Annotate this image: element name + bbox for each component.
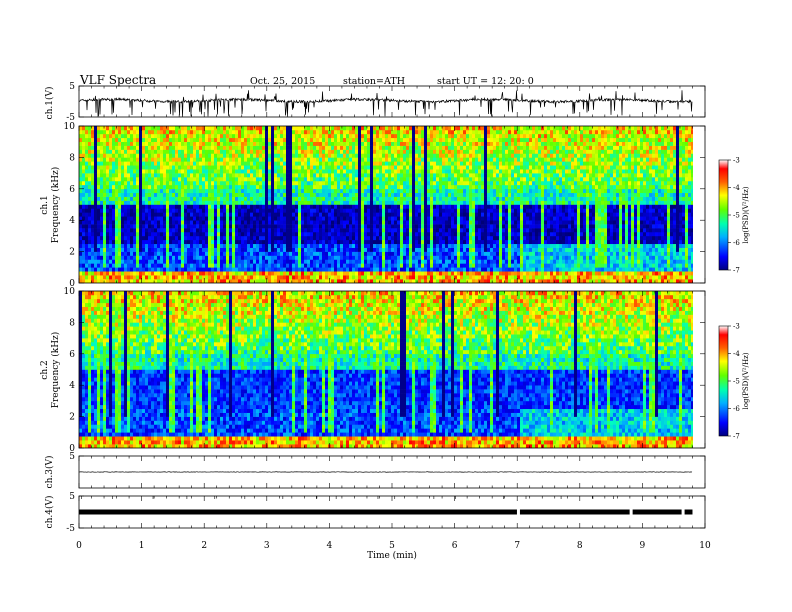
spec2-ylabel-channel: ch.2 xyxy=(40,360,50,379)
spec1-ytick: 4 xyxy=(69,216,75,226)
ch4-signal-segment xyxy=(684,509,693,515)
colorbar-ch1-label: log(PSD)(V²/Hz) xyxy=(742,186,750,243)
xaxis-tick-label: 3 xyxy=(264,541,270,551)
colorbar-tick-label: -6 xyxy=(733,405,740,413)
header-station: station=ATH xyxy=(343,76,405,87)
ch1-spectrogram-panel: 0 2 4 6 8 10 xyxy=(64,122,706,289)
ch3-waveform-panel: 5 xyxy=(69,452,706,489)
ch4-ytick: -5 xyxy=(66,524,75,534)
colorbar-ch1: -3 -4 -5 -6 -7 log(PSD)(V²/Hz) xyxy=(718,157,750,275)
ch4-signal-segment xyxy=(519,509,630,515)
xaxis-label: Time (min) xyxy=(367,550,417,561)
spec1-ytick: 10 xyxy=(64,122,76,132)
colorbar-tick-label: -3 xyxy=(733,323,740,331)
xaxis-tick-label: 10 xyxy=(699,541,711,551)
xaxis-tick-label: 8 xyxy=(577,541,583,551)
spec2-ytick: 8 xyxy=(69,318,75,328)
figure-title: VLF Spectra xyxy=(79,73,156,87)
spec1-ylabel-channel: ch.1 xyxy=(40,195,50,214)
colorbar-tick-label: -5 xyxy=(733,378,740,386)
spec1-ylabel-frequency: Frequency (kHz) xyxy=(50,167,61,244)
colorbar-tick-label: -6 xyxy=(733,239,740,247)
xaxis-tick-label: 1 xyxy=(139,541,145,551)
xaxis-tick-label: 2 xyxy=(201,541,207,551)
spec2-ytick: 2 xyxy=(69,413,75,423)
xaxis-tick-label: 6 xyxy=(452,541,458,551)
colorbar-ch2-label: log(PSD)(V²/Hz) xyxy=(742,352,750,409)
colorbar-ch2: -3 -4 -5 -6 -7 log(PSD)(V²/Hz) xyxy=(718,323,750,441)
colorbar-tick-label: -4 xyxy=(733,350,740,358)
xaxis-tick-label: 4 xyxy=(327,541,333,551)
spec2-ytick: 10 xyxy=(64,287,76,297)
xaxis-tick-label: 7 xyxy=(514,541,520,551)
spec2-ytick: 4 xyxy=(69,381,75,391)
ch4-waveform-panel: 5 -5 xyxy=(66,492,706,534)
ch4-ylabel: ch.4(V) xyxy=(44,496,55,529)
spec1-ytick: 8 xyxy=(69,153,75,163)
spec1-image xyxy=(79,126,693,283)
ch3-ytick: 5 xyxy=(69,452,75,462)
xaxis-tick-label: 0 xyxy=(76,541,82,551)
ch3-ylabel: ch.3(V) xyxy=(44,456,55,489)
ch2-spectrogram-panel: 0 2 4 6 8 10 xyxy=(64,287,706,454)
colorbar-tick-label: -7 xyxy=(733,267,740,275)
spec1-ytick: 6 xyxy=(69,185,75,195)
ch1-ylabel: ch.1(V) xyxy=(44,87,55,120)
ch4-signal-segment xyxy=(79,509,517,515)
xaxis-tick-label: 9 xyxy=(640,541,646,551)
time-axis: 0 1 2 3 4 5 6 7 8 9 10 xyxy=(76,541,711,551)
spec2-image xyxy=(79,291,693,448)
spec1-ytick: 0 xyxy=(69,279,75,289)
ch4-ytick: 5 xyxy=(69,492,75,502)
header-date: Oct. 25, 2015 xyxy=(250,76,315,87)
ch4-signal-segment xyxy=(632,509,682,515)
xaxis-tick-label: 5 xyxy=(389,541,395,551)
colorbar-tick-label: -4 xyxy=(733,184,740,192)
ch1-waveform-panel: 5 -5 xyxy=(66,82,706,123)
ch1-ytick: -5 xyxy=(66,113,75,123)
spec2-ylabel-frequency: Frequency (kHz) xyxy=(50,332,61,409)
header-start-time: start UT = 12: 20: 0 xyxy=(437,76,534,87)
ch1-waveform-line xyxy=(78,90,693,117)
colorbar-tick-label: -3 xyxy=(733,157,740,165)
spec1-ytick: 2 xyxy=(69,248,75,258)
ch1-ytick: 5 xyxy=(69,82,75,92)
colorbar-tick-label: -5 xyxy=(733,212,740,220)
spec2-ytick: 0 xyxy=(69,444,75,454)
colorbar-tick-label: -7 xyxy=(733,433,740,441)
spec2-ytick: 6 xyxy=(69,350,75,360)
